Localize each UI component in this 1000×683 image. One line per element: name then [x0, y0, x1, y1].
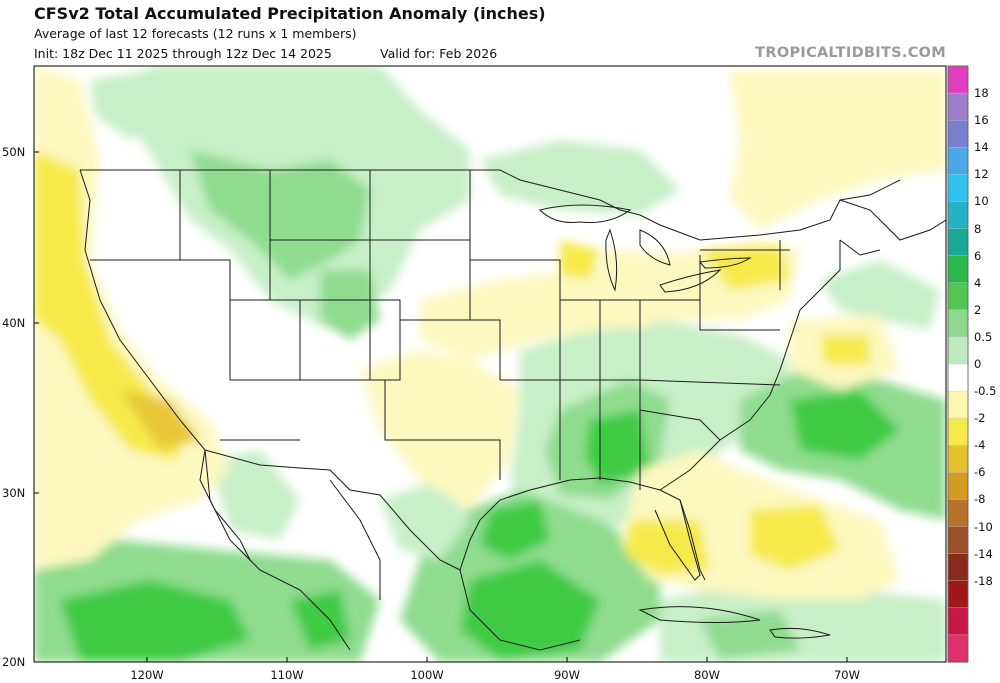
lon-ticks	[146, 657, 848, 662]
colorbar-label: -14	[974, 546, 993, 561]
colorbar-swatch	[947, 174, 969, 203]
lat-label-20n: 20N	[2, 655, 26, 669]
colorbar-label: -4	[974, 438, 986, 453]
map-title: CFSv2 Total Accumulated Precipitation An…	[34, 4, 546, 23]
colorbar-swatch	[947, 363, 969, 392]
colorbar-swatch	[947, 255, 969, 284]
colorbar-swatch	[947, 580, 969, 609]
colorbar-swatch	[947, 336, 969, 365]
colorbar-label: 4	[974, 275, 982, 290]
lon-label-80w: 80W	[693, 668, 721, 682]
colorbar-swatch	[947, 119, 969, 148]
colorbar-label: 16	[974, 113, 989, 128]
lon-label-70w: 70W	[833, 668, 861, 682]
colorbar-frame	[947, 65, 969, 663]
colorbar-label: 12	[974, 167, 989, 182]
colorbar-label: -6	[974, 465, 986, 480]
colorbar-swatch	[947, 526, 969, 555]
colorbar-swatch	[947, 607, 969, 636]
colorbar-label: 18	[974, 86, 989, 101]
lon-label-90w: 90W	[553, 668, 581, 682]
lon-label-120w: 120W	[130, 668, 164, 682]
political-borders	[79, 169, 946, 651]
lat-label-50n: 50N	[2, 145, 26, 159]
lat-label-30n: 30N	[2, 486, 26, 500]
colorbar-label: 0	[974, 357, 982, 371]
lon-label-110w: 110W	[270, 668, 304, 682]
colorbar-label: 0.5	[974, 329, 993, 344]
colorbar-label: 2	[974, 302, 982, 317]
brand-watermark: TROPICALTIDBITS.COM	[755, 45, 946, 61]
colorbar-swatch	[947, 634, 969, 663]
colorbar	[947, 65, 969, 663]
colorbar-swatch	[947, 92, 969, 121]
init-time-label: Init: 18z Dec 11 2025 through 12z Dec 14…	[34, 46, 332, 61]
colorbar-label: -2	[974, 411, 986, 426]
colorbar-swatch	[947, 499, 969, 528]
colorbar-swatch	[947, 65, 969, 94]
colorbar-swatch	[947, 282, 969, 311]
colorbar-label: 6	[974, 248, 982, 263]
colorbar-label: -10	[974, 519, 993, 534]
colorbar-swatch	[947, 553, 969, 582]
lon-label-100w: 100W	[410, 668, 444, 682]
map-frame	[33, 65, 947, 663]
colorbar-label: -18	[974, 573, 993, 588]
colorbar-swatch	[947, 228, 969, 257]
colorbar-swatch	[947, 309, 969, 338]
colorbar-swatch	[947, 147, 969, 176]
map-subtitle: Average of last 12 forecasts (12 runs x …	[34, 26, 357, 41]
colorbar-label: -8	[974, 492, 986, 507]
valid-time-label: Valid for: Feb 2026	[380, 46, 498, 61]
colorbar-swatch	[947, 472, 969, 501]
colorbar-swatch	[947, 390, 969, 419]
colorbar-label: 8	[974, 221, 982, 236]
lat-label-40n: 40N	[2, 316, 26, 330]
anomaly-field	[34, 66, 946, 662]
colorbar-label: -0.5	[974, 384, 997, 399]
colorbar-swatch	[947, 417, 969, 446]
colorbar-swatch	[947, 201, 969, 230]
colorbar-label: 10	[974, 194, 989, 209]
colorbar-label: 14	[974, 140, 989, 155]
colorbar-swatch	[947, 445, 969, 474]
